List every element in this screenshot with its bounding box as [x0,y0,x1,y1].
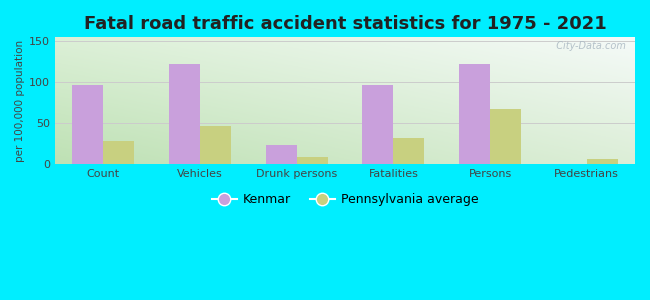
Bar [587,159,618,164]
Bar [363,85,393,164]
Text: City-Data.com: City-Data.com [551,41,627,51]
Bar [490,109,521,164]
Bar [296,157,328,164]
Bar [393,138,424,164]
Legend: Kenmar, Pennsylvania average: Kenmar, Pennsylvania average [207,188,484,211]
Bar [266,146,296,164]
Bar [200,126,231,164]
Bar [459,64,490,164]
Bar [169,64,200,164]
Title: Fatal road traffic accident statistics for 1975 - 2021: Fatal road traffic accident statistics f… [84,15,606,33]
Bar [103,141,135,164]
Y-axis label: per 100,000 population: per 100,000 population [15,40,25,162]
Bar [72,85,103,164]
